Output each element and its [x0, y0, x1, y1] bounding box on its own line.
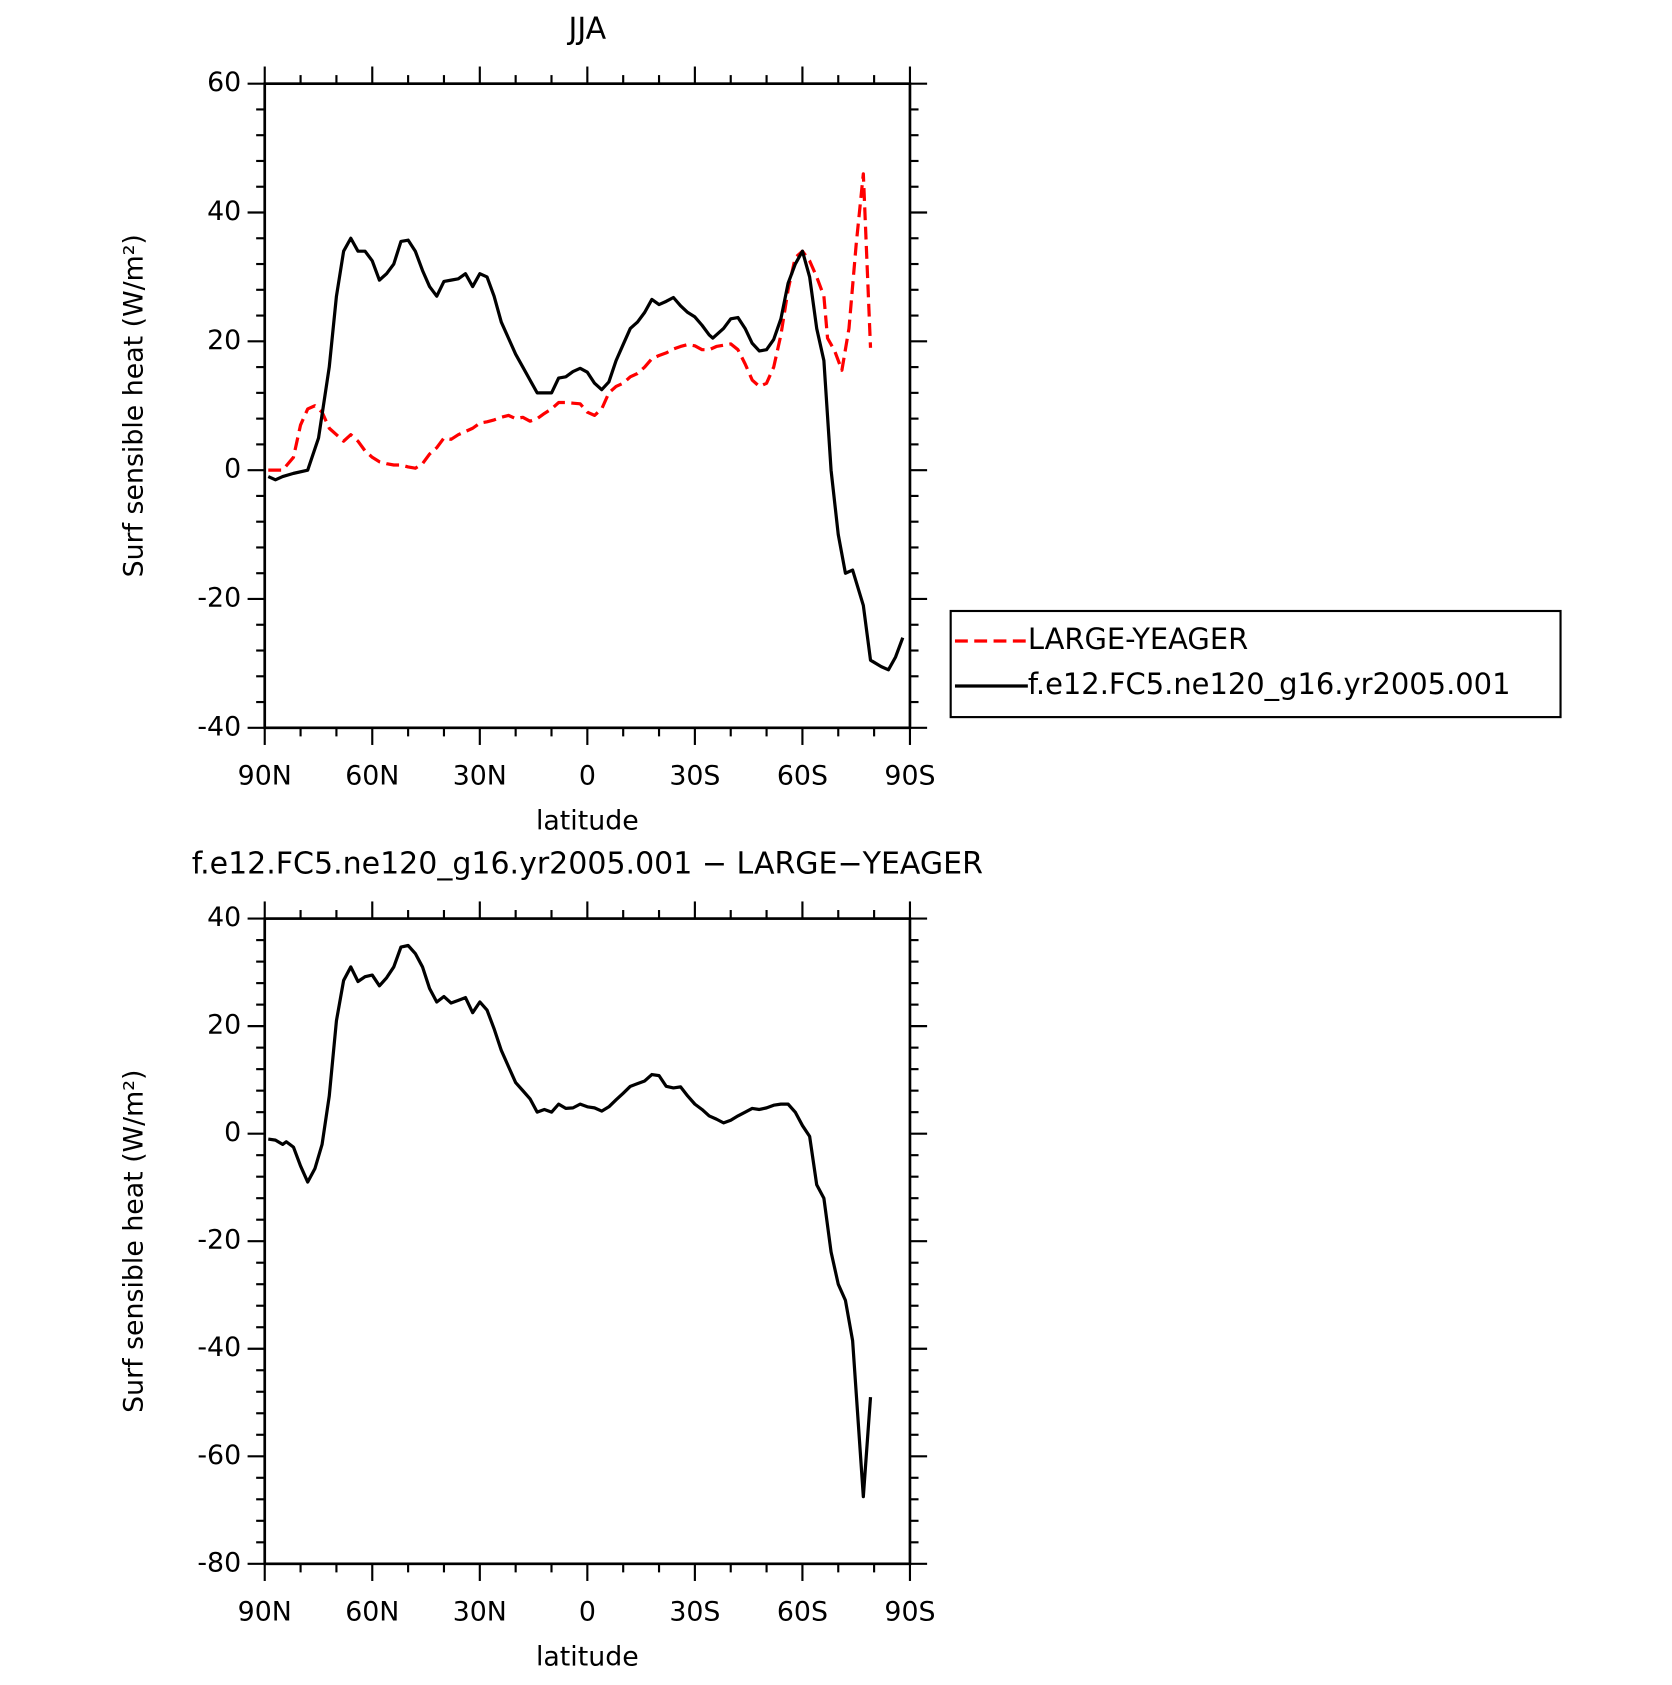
x-tick-label: 90S — [884, 761, 935, 792]
x-tick-label: 30N — [453, 1597, 507, 1628]
y-axis-label: Surf sensible heat (W/m²) — [119, 1070, 150, 1413]
x-axis-label: latitude — [536, 806, 639, 837]
x-tick-label: 90S — [884, 1597, 935, 1628]
y-tick-label: 20 — [207, 325, 241, 356]
x-tick-label: 90N — [238, 1597, 292, 1628]
x-tick-label: 60S — [777, 1597, 828, 1628]
y-axis-label: Surf sensible heat (W/m²) — [119, 234, 150, 577]
x-tick-label: 30S — [669, 761, 720, 792]
y-tick-label: -60 — [197, 1440, 241, 1471]
y-tick-label: 40 — [207, 196, 241, 227]
x-tick-label: 60N — [345, 1597, 399, 1628]
data-line — [267, 236, 905, 672]
y-tick-label: -80 — [197, 1547, 241, 1578]
x-tick-label: 60S — [777, 761, 828, 792]
legend-label: LARGE-YEAGER — [1028, 622, 1248, 656]
y-tick-label: -40 — [197, 1332, 241, 1363]
chart-title: f.e12.FC5.ne120_g16.yr2005.001 − LARGE−Y… — [192, 847, 983, 882]
data-line — [268, 943, 873, 1499]
y-tick-label: 60 — [207, 67, 241, 98]
x-tick-label: 60N — [345, 761, 399, 792]
data-line — [268, 172, 873, 472]
x-tick-label: 90N — [238, 761, 292, 792]
plot-frame — [263, 917, 912, 1566]
y-tick-label: 0 — [224, 1117, 241, 1148]
y-tick-label: -20 — [197, 582, 241, 613]
x-tick-label: 30S — [669, 1597, 720, 1628]
legend-box — [949, 609, 1562, 719]
y-tick-label: 0 — [224, 454, 241, 485]
x-tick-label: 0 — [579, 761, 596, 792]
chart-title: JJA — [566, 12, 606, 47]
x-axis-label: latitude — [536, 1642, 639, 1673]
y-tick-label: -40 — [197, 711, 241, 742]
x-tick-label: 0 — [579, 1597, 596, 1628]
legend-label: f.e12.FC5.ne120_g16.yr2005.001 — [1028, 667, 1511, 701]
x-tick-label: 30N — [453, 761, 507, 792]
y-tick-label: 40 — [207, 902, 241, 933]
y-tick-label: -20 — [197, 1225, 241, 1256]
y-tick-label: 20 — [207, 1010, 241, 1041]
plot-frame — [263, 82, 912, 730]
